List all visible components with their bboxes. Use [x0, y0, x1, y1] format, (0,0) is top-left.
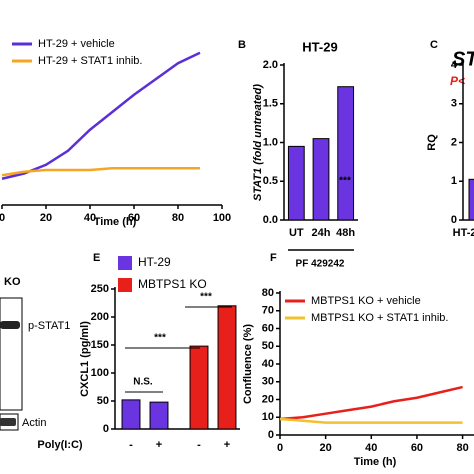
blot-band: [0, 418, 16, 426]
legend-swatch: [118, 278, 132, 292]
y-axis-label: STAT1 (fold untreated): [252, 84, 264, 201]
legend-label: HT-29: [138, 255, 171, 269]
bar: [217, 305, 237, 430]
bar: [149, 401, 169, 430]
x-axis-label: Time (h): [354, 456, 397, 468]
subtitle: P<: [450, 74, 465, 88]
x-tick-label: 40: [84, 212, 96, 224]
panel-letter: C: [430, 39, 438, 51]
y-tick-label: 20: [262, 393, 274, 405]
y-axis-label: RQ: [426, 134, 438, 151]
y-tick-label: 50: [97, 395, 109, 407]
series-line: [1, 51, 201, 180]
series-line: [1, 167, 200, 177]
x-tick-label: -: [197, 439, 201, 451]
x-tick-label: 60: [411, 442, 423, 454]
group-label: PF 429242: [296, 259, 345, 270]
y-tick-label: 150: [91, 339, 109, 351]
blot-label: Actin: [22, 417, 46, 429]
x-tick-label: 24h: [312, 227, 331, 239]
x-tick-label: 80: [456, 442, 468, 454]
y-tick-label: 3: [451, 98, 457, 110]
x-tick-label: 20: [40, 212, 52, 224]
x-axis-label: Time (h): [94, 216, 137, 228]
y-tick-label: 0.5: [263, 175, 278, 187]
y-tick-label: 50: [262, 340, 274, 352]
blot-band: [0, 321, 20, 329]
y-tick-label: 40: [262, 358, 274, 370]
y-tick-label: 200: [91, 311, 109, 323]
panel-letter: B: [238, 39, 246, 51]
y-tick-label: 80: [262, 287, 274, 299]
legend-label: HT-29 + STAT1 inhib.: [38, 55, 142, 67]
y-tick-label: 60: [262, 322, 274, 334]
y-tick-label: 0.0: [263, 214, 278, 226]
panel-letter: E: [93, 252, 100, 264]
y-tick-label: 70: [262, 305, 274, 317]
y-tick-label: 1.5: [263, 98, 278, 110]
bar: [468, 178, 474, 221]
bar: [189, 345, 209, 430]
x-tick-label: +: [224, 439, 230, 451]
y-tick-label: 2: [451, 136, 457, 148]
x-tick-label: 100: [213, 212, 231, 224]
legend-swatch: [118, 256, 132, 270]
x-tick-label: 48h: [336, 227, 355, 239]
x-tick-label: 80: [172, 212, 184, 224]
x-axis-label: Poly(I:C): [37, 439, 83, 451]
x-tick-label: UT: [289, 227, 304, 239]
legend-label: HT-29 + vehicle: [38, 38, 115, 50]
blot-label: KO: [4, 276, 21, 288]
y-tick-label: 2.0: [263, 59, 278, 71]
chart-title: ST: [452, 48, 474, 70]
blot-label: p-STAT1: [28, 320, 70, 332]
x-tick-label: 20: [320, 442, 332, 454]
annotation: ***: [200, 292, 212, 303]
y-tick-label: 100: [91, 367, 109, 379]
x-tick-label: 0: [277, 442, 283, 454]
y-axis-label: CXCL1 (pg/ml): [79, 321, 91, 397]
blot-frame: [0, 413, 19, 431]
blot: KO p-STAT1 Actin: [0, 276, 70, 431]
chart-title: HT-29: [302, 39, 337, 54]
x-tick-label: -: [129, 439, 133, 451]
y-tick-label: 0: [103, 423, 109, 435]
x-tick-label: 40: [365, 442, 377, 454]
y-axis-label: Confluence (%): [242, 324, 254, 404]
annotation: ***: [154, 333, 166, 344]
annotation: N.S.: [133, 377, 153, 388]
x-tick-label: 0: [0, 212, 5, 224]
y-tick-label: 10: [262, 411, 274, 423]
y-tick-label: 4: [451, 59, 458, 71]
y-tick-label: 0: [451, 214, 457, 226]
y-tick-label: 1: [451, 175, 457, 187]
legend-label: MBTPS1 KO + STAT1 inhib.: [311, 312, 448, 324]
legend-label: MBTPS1 KO: [138, 277, 207, 291]
blot-frame: [0, 297, 23, 411]
legend-label: MBTPS1 KO + vehicle: [311, 295, 421, 307]
y-tick-label: 1.0: [263, 136, 278, 148]
x-tick-label: 60: [128, 212, 140, 224]
x-tick-label: HT-2: [453, 227, 474, 239]
y-tick-label: 250: [91, 283, 109, 295]
series-line: [279, 385, 463, 421]
panel-letter: F: [270, 252, 277, 264]
x-tick-label: +: [156, 439, 162, 451]
y-tick-label: 30: [262, 376, 274, 388]
bar: [287, 145, 305, 221]
series-line: [279, 417, 463, 424]
annotation: ***: [339, 176, 351, 187]
y-tick-label: 0: [268, 429, 274, 441]
bar: [337, 86, 355, 221]
bar: [121, 399, 141, 430]
bar: [312, 138, 330, 221]
